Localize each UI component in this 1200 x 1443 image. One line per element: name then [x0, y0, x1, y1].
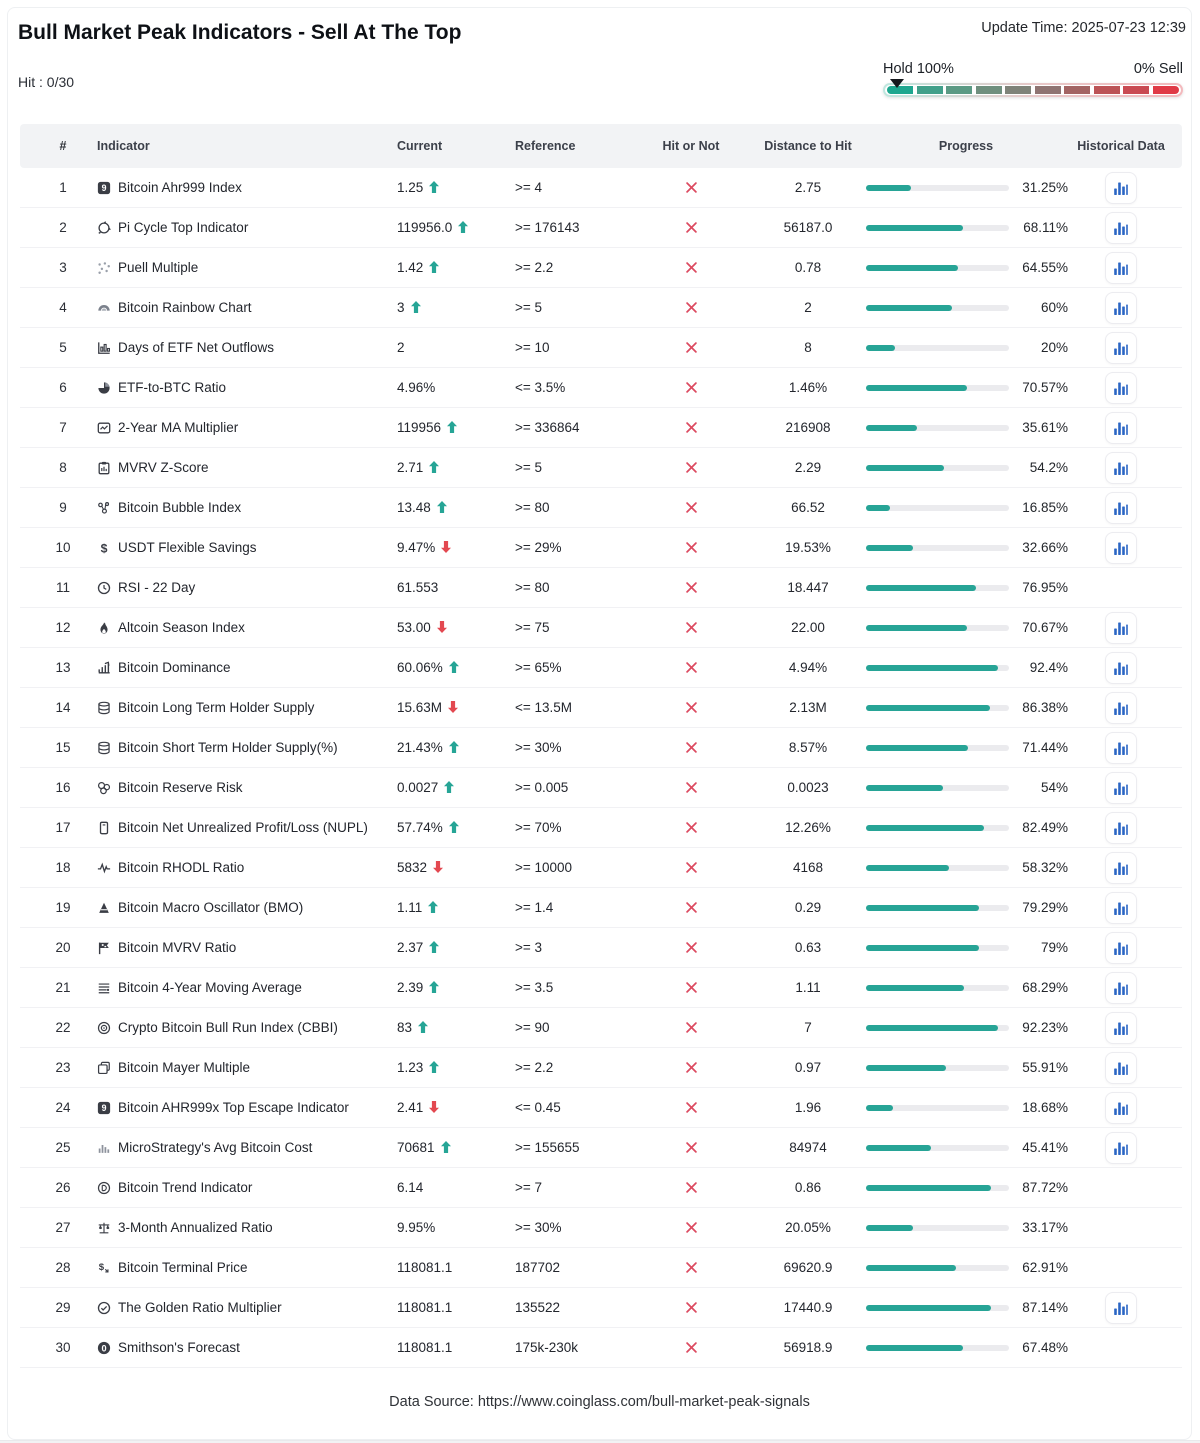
svg-text:9: 9	[102, 1103, 107, 1113]
svg-text:$: $	[101, 541, 108, 555]
svg-text:0: 0	[101, 1343, 106, 1353]
svg-text:$: $	[99, 1261, 105, 1272]
svg-text:9: 9	[102, 183, 107, 193]
